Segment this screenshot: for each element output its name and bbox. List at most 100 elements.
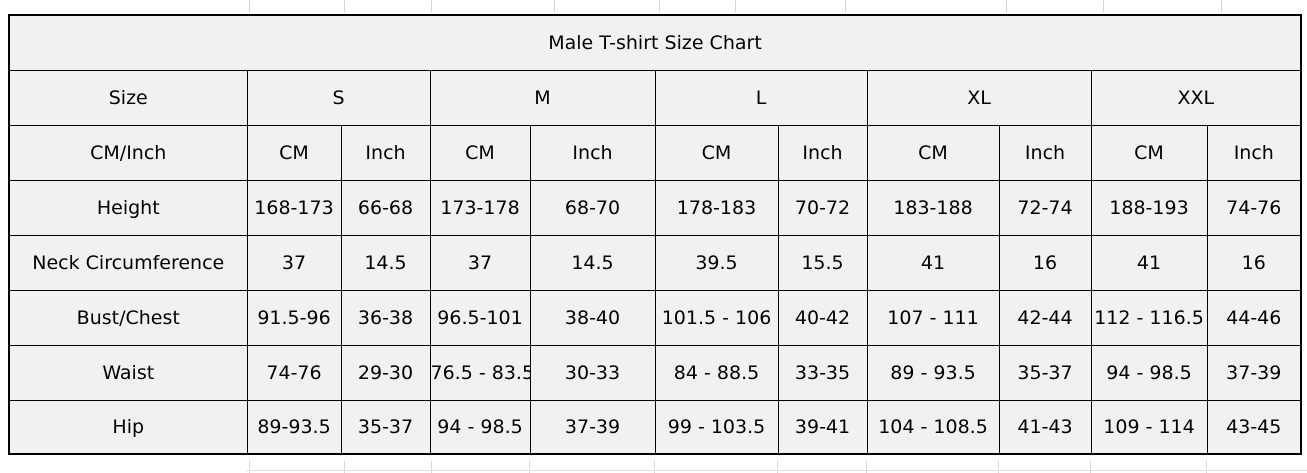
- gridline: [654, 461, 655, 473]
- cell-value: 43-45: [1206, 400, 1302, 454]
- cell-value: 37: [429, 235, 531, 291]
- gridline: [344, 0, 345, 13]
- units-corner-label: CM/Inch: [8, 125, 248, 181]
- cell-value: 35-37: [340, 400, 431, 454]
- cell-value: 39.5: [654, 235, 779, 291]
- cell-value: 99 - 103.5: [654, 400, 779, 454]
- cell-value: 89 - 93.5: [866, 345, 1000, 401]
- unit-header-inch: Inch: [529, 125, 656, 181]
- cell-value: 33-35: [777, 345, 868, 401]
- gridline: [249, 0, 250, 13]
- cell-value: 37-39: [1206, 345, 1302, 401]
- cell-value: 16: [1206, 235, 1302, 291]
- size-header-row: Size S M L XL XXL: [8, 70, 1302, 126]
- gridline: [246, 470, 1307, 471]
- unit-header-cm: CM: [1090, 125, 1208, 181]
- gridline: [1090, 461, 1091, 473]
- cell-value: 38-40: [529, 290, 656, 346]
- cell-value: 173-178: [429, 180, 531, 236]
- cell-value: 168-173: [246, 180, 342, 236]
- cell-value: 89-93.5: [246, 400, 342, 454]
- gridline: [554, 0, 555, 13]
- gridline: [845, 0, 846, 13]
- gridline: [1221, 0, 1222, 13]
- cell-value: 96.5-101: [429, 290, 531, 346]
- cell-value: 74-76: [1206, 180, 1302, 236]
- unit-header-inch: Inch: [1206, 125, 1302, 181]
- size-corner-label: Size: [8, 70, 248, 126]
- cell-value: 84 - 88.5: [654, 345, 779, 401]
- cell-value: 72-74: [998, 180, 1092, 236]
- gridline: [998, 461, 999, 473]
- cell-value: 183-188: [866, 180, 1000, 236]
- unit-header-cm: CM: [866, 125, 1000, 181]
- cell-value: 188-193: [1090, 180, 1208, 236]
- cell-value: 15.5: [777, 235, 868, 291]
- cell-value: 107 - 111: [866, 290, 1000, 346]
- size-header-s: S: [246, 70, 431, 126]
- table-row-hip: Hip 89-93.5 35-37 94 - 98.5 37-39 99 - 1…: [8, 400, 1302, 454]
- cell-value: 41-43: [998, 400, 1092, 454]
- title-row: Male T-shirt Size Chart: [8, 14, 1302, 71]
- cell-value: 14.5: [529, 235, 656, 291]
- gridline: [735, 0, 736, 13]
- gridline: [777, 461, 778, 473]
- row-label: Height: [8, 180, 248, 236]
- gridline: [431, 0, 432, 13]
- cell-value: 39-41: [777, 400, 868, 454]
- size-chart-table: Male T-shirt Size Chart Size S M L XL XX…: [8, 14, 1303, 455]
- table-row-neck-circumference: Neck Circumference 37 14.5 37 14.5 39.5 …: [8, 235, 1302, 291]
- cell-value: 36-38: [340, 290, 431, 346]
- unit-header-inch: Inch: [340, 125, 431, 181]
- size-header-xl: XL: [866, 70, 1092, 126]
- gridline: [1103, 0, 1104, 13]
- cell-value: 91.5-96: [246, 290, 342, 346]
- cell-value: 109 - 114: [1090, 400, 1208, 454]
- cell-value: 66-68: [340, 180, 431, 236]
- cell-value: 41: [1090, 235, 1208, 291]
- unit-header-cm: CM: [246, 125, 342, 181]
- gridline: [431, 461, 432, 473]
- cell-value: 29-30: [340, 345, 431, 401]
- cell-value: 14.5: [340, 235, 431, 291]
- gridline: [529, 461, 530, 473]
- unit-header-cm: CM: [654, 125, 779, 181]
- unit-header-row: CM/Inch CM Inch CM Inch CM Inch CM Inch …: [8, 125, 1302, 181]
- gridline: [866, 461, 867, 473]
- table-row-waist: Waist 74-76 29-30 76.5 - 83.5 30-33 84 -…: [8, 345, 1302, 401]
- cell-value: 104 - 108.5: [866, 400, 1000, 454]
- row-label: Waist: [8, 345, 248, 401]
- cell-value: 30-33: [529, 345, 656, 401]
- table-row-height: Height 168-173 66-68 173-178 68-70 178-1…: [8, 180, 1302, 236]
- cell-value: 94 - 98.5: [1090, 345, 1208, 401]
- cell-value: 35-37: [998, 345, 1092, 401]
- cell-value: 16: [998, 235, 1092, 291]
- gridline: [659, 0, 660, 13]
- cell-value: 178-183: [654, 180, 779, 236]
- unit-header-inch: Inch: [777, 125, 868, 181]
- row-label: Bust/Chest: [8, 290, 248, 346]
- cell-value: 42-44: [998, 290, 1092, 346]
- gridline: [1006, 0, 1007, 13]
- cell-value: 70-72: [777, 180, 868, 236]
- size-header-l: L: [654, 70, 868, 126]
- unit-header-inch: Inch: [998, 125, 1092, 181]
- cell-value: 44-46: [1206, 290, 1302, 346]
- cell-value: 68-70: [529, 180, 656, 236]
- cell-value: 41: [866, 235, 1000, 291]
- cell-value: 94 - 98.5: [429, 400, 531, 454]
- unit-header-cm: CM: [429, 125, 531, 181]
- gridline: [249, 461, 250, 473]
- table-row-bust-chest: Bust/Chest 91.5-96 36-38 96.5-101 38-40 …: [8, 290, 1302, 346]
- cell-value: 76.5 - 83.5: [429, 345, 531, 401]
- row-label: Hip: [8, 400, 248, 454]
- row-label: Neck Circumference: [8, 235, 248, 291]
- cell-value: 112 - 116.5: [1090, 290, 1208, 346]
- cell-value: 40-42: [777, 290, 868, 346]
- cell-value: 101.5 - 106: [654, 290, 779, 346]
- gridline: [344, 461, 345, 473]
- size-header-m: M: [429, 70, 656, 126]
- gridline: [1206, 461, 1207, 473]
- size-header-xxl: XXL: [1090, 70, 1302, 126]
- cell-value: 37-39: [529, 400, 656, 454]
